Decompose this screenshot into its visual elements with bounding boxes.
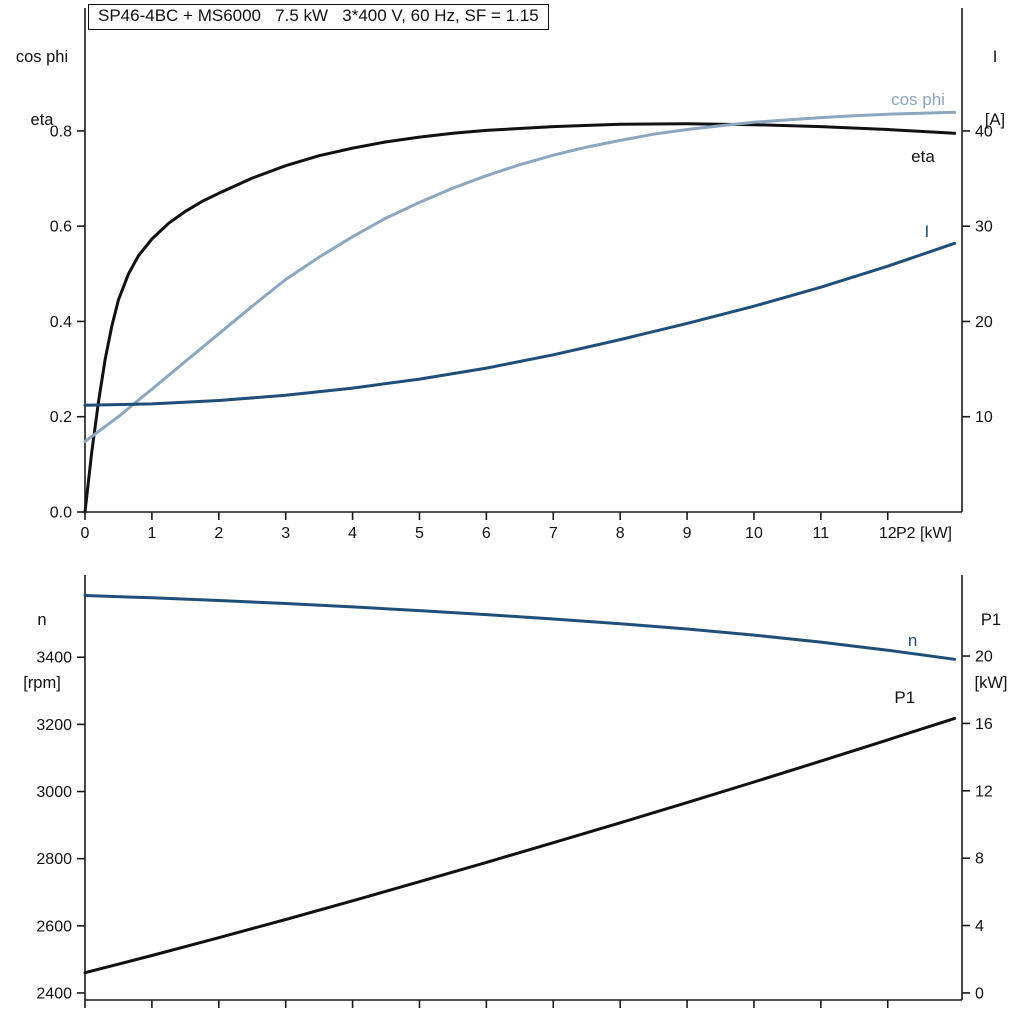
left-tick-label: 0.0 bbox=[50, 505, 72, 522]
x-tick-label: 3 bbox=[281, 525, 290, 542]
top-chart-left-axis-title: cos phi eta bbox=[4, 5, 80, 173]
curve-i bbox=[83, 241, 957, 407]
x-tick-label: 12 bbox=[879, 525, 897, 542]
curve-label-p1: P1 bbox=[894, 688, 915, 707]
left-tick-label: 3400 bbox=[36, 650, 72, 667]
right-tick-label: 8 bbox=[975, 851, 984, 868]
chart-title: SP46-4BC + MS6000 7.5 kW 3*400 V, 60 Hz,… bbox=[88, 4, 549, 30]
axis-title-speed-unit: [rpm] bbox=[23, 674, 61, 692]
left-tick-label: 2800 bbox=[36, 851, 72, 868]
right-tick-label: 20 bbox=[975, 314, 993, 331]
x-tick-label: 1 bbox=[147, 525, 156, 542]
curve-label-n: n bbox=[908, 631, 917, 650]
x-tick-label: 0 bbox=[81, 525, 90, 542]
axis-title-speed: n bbox=[37, 611, 47, 629]
x-axis-label: P2 [kW] bbox=[896, 525, 952, 542]
x-tick-label: 7 bbox=[549, 525, 558, 542]
right-tick-label: 16 bbox=[975, 716, 993, 733]
axis-title-current: I bbox=[992, 48, 998, 66]
right-tick-label: 4 bbox=[975, 918, 984, 935]
x-tick-label: 10 bbox=[745, 525, 763, 542]
left-tick-label: 0.8 bbox=[50, 123, 72, 140]
right-tick-label: 10 bbox=[975, 409, 993, 426]
right-tick-label: 20 bbox=[975, 649, 993, 666]
left-tick-label: 0.4 bbox=[50, 314, 72, 331]
curve-cos-phi bbox=[83, 110, 957, 443]
right-tick-label: 30 bbox=[975, 219, 993, 236]
curve-eta bbox=[83, 122, 957, 514]
left-tick-label: 2600 bbox=[36, 918, 72, 935]
left-tick-label: 3200 bbox=[36, 717, 72, 734]
axis-title-current-unit: [A] bbox=[984, 111, 1006, 129]
bottom-chart-left-axis-title: n [rpm] bbox=[4, 568, 80, 736]
right-tick-label: 0 bbox=[975, 985, 984, 1002]
right-tick-label: 40 bbox=[975, 123, 993, 140]
left-tick-label: 2400 bbox=[36, 985, 72, 1002]
bottom-chart-speed-p1: 2400 2600 2800 3000 3200 3400 0 4 8 12 16 20 n P1 bbox=[36, 575, 993, 1008]
curve-label-cos-phi: cos phi bbox=[891, 90, 945, 109]
right-tick-label: 12 bbox=[975, 783, 993, 800]
axis-title-cos-phi: cos phi bbox=[15, 48, 69, 66]
x-tick-label: 4 bbox=[348, 525, 357, 542]
left-tick-label: 3000 bbox=[36, 784, 72, 801]
axis-title-p1-unit: [kW] bbox=[974, 674, 1008, 692]
bottom-chart-right-axis-title: P1 [kW] bbox=[964, 568, 1018, 736]
left-tick-label: 0.6 bbox=[50, 219, 72, 236]
curve-n bbox=[83, 594, 957, 661]
top-chart-right-axis-title: I [A] bbox=[972, 5, 1018, 173]
curve-label-i: I bbox=[925, 222, 930, 241]
curve-label-eta: eta bbox=[911, 147, 935, 166]
axis-title-p1: P1 bbox=[980, 611, 1002, 629]
curve-p1 bbox=[83, 716, 957, 975]
x-tick-label: 8 bbox=[616, 525, 625, 542]
left-tick-label: 0.2 bbox=[50, 409, 72, 426]
x-tick-label: 11 bbox=[813, 525, 830, 542]
x-tick-label: 5 bbox=[415, 525, 424, 542]
axis-title-eta: eta bbox=[30, 111, 54, 129]
x-tick-label: 6 bbox=[482, 525, 491, 542]
x-tick-label: 9 bbox=[683, 525, 692, 542]
x-tick-label: 2 bbox=[214, 525, 223, 542]
